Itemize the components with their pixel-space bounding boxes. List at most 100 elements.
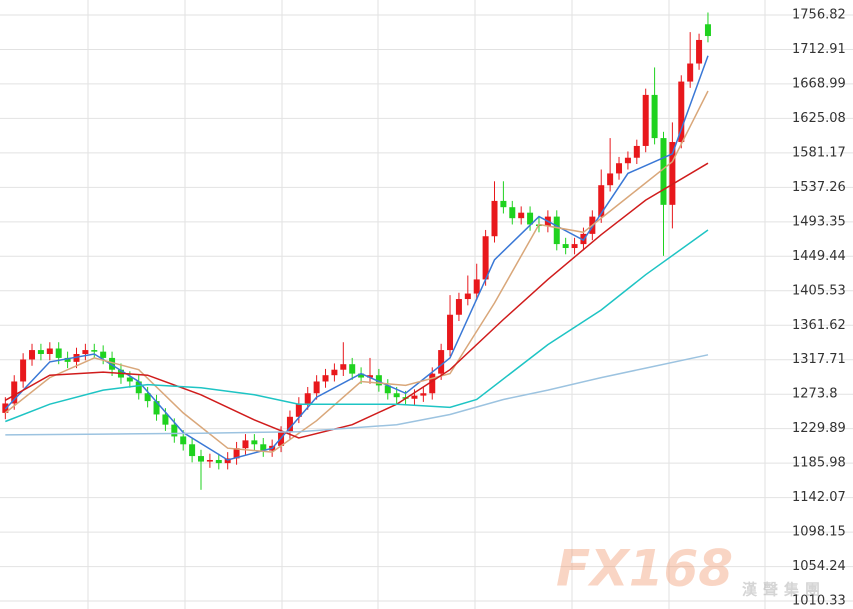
y-tick-label: 1273.8 <box>792 387 838 402</box>
moving-average <box>5 354 709 436</box>
y-tick-label: 1317.71 <box>792 352 846 367</box>
candle-body <box>233 448 240 459</box>
candle-body <box>331 369 338 376</box>
candle-body <box>704 24 711 37</box>
candle-body <box>411 395 418 399</box>
moving-average <box>5 229 709 423</box>
candle-body <box>393 393 400 398</box>
candle-body <box>73 354 80 362</box>
vertical-grid <box>87 0 766 609</box>
candle-body <box>126 377 133 382</box>
y-tick-label: 1668.99 <box>792 76 846 91</box>
candle-body <box>633 145 640 158</box>
candle-body <box>651 94 658 139</box>
candle-body <box>375 375 382 386</box>
candle-body <box>109 357 116 370</box>
grid <box>0 14 853 602</box>
y-tick-label: 1010.33 <box>792 594 846 609</box>
candle-body <box>29 350 36 360</box>
candle-body <box>447 314 454 351</box>
candle-body <box>340 364 347 370</box>
candle-body <box>678 81 685 143</box>
moving-average <box>4 55 709 461</box>
candle-body <box>624 157 631 164</box>
candle-body <box>642 94 649 146</box>
candle-body <box>180 436 187 445</box>
candle-body <box>135 381 142 394</box>
watermark-brand: FX168 <box>556 540 733 598</box>
candle-body <box>500 200 507 208</box>
candle-body <box>438 350 445 374</box>
candle-body <box>198 456 205 462</box>
candle-body <box>11 381 18 404</box>
candle-body <box>482 236 489 280</box>
candle-body <box>295 403 302 417</box>
y-tick-label: 1449.44 <box>792 249 846 264</box>
y-tick-label: 1625.08 <box>792 111 846 126</box>
candle-body <box>696 39 703 64</box>
y-tick-label: 1098.15 <box>792 525 846 540</box>
candle-body <box>20 359 27 382</box>
candle-body <box>144 393 151 402</box>
candle-body <box>304 393 311 404</box>
candle-body <box>278 432 285 446</box>
y-tick-label: 1229.89 <box>792 421 846 436</box>
y-tick-label: 1581.17 <box>792 145 846 160</box>
candle-body <box>206 459 213 462</box>
candle-body <box>366 375 373 378</box>
candle-body <box>518 212 525 219</box>
candle-body <box>473 279 480 294</box>
plot <box>2 12 711 490</box>
candle-body <box>171 424 178 437</box>
y-tick-label: 1756.82 <box>792 7 846 22</box>
y-tick-label: 1537.26 <box>792 180 846 195</box>
candle-body <box>491 200 498 237</box>
candle-body <box>100 351 107 358</box>
candle-body <box>46 348 53 355</box>
candle-body <box>384 385 391 394</box>
candle-body <box>669 142 676 205</box>
candle-body <box>64 357 71 362</box>
candle-body <box>55 348 62 358</box>
candle-body <box>598 185 605 217</box>
candle-body <box>562 244 569 249</box>
candle-body <box>215 459 222 464</box>
candle-body <box>162 414 169 425</box>
candle-body <box>429 373 436 394</box>
candle-body <box>91 350 98 352</box>
candle-body <box>313 381 320 394</box>
candle-body <box>358 373 365 378</box>
y-tick-label: 1054.24 <box>792 559 846 574</box>
y-tick-label: 1493.35 <box>792 214 846 229</box>
candle-body <box>553 216 560 245</box>
candle-body <box>242 440 249 449</box>
y-tick-label: 1142.07 <box>792 490 846 505</box>
watermark: FX168 漢聲集團 <box>556 540 820 599</box>
candle-body <box>349 364 356 374</box>
y-tick-label: 1405.53 <box>792 283 846 298</box>
candle-body <box>464 293 471 300</box>
candle-body <box>509 207 516 219</box>
candle-body <box>687 63 694 82</box>
moving-average <box>4 90 709 453</box>
y-tick-label: 1185.98 <box>792 456 846 471</box>
moving-average <box>4 162 709 439</box>
candle-body <box>455 299 462 315</box>
y-tick-label: 1361.62 <box>792 318 846 333</box>
candle-body <box>616 163 623 174</box>
candle-body <box>571 244 578 249</box>
candle-body <box>420 393 427 396</box>
candle-body <box>527 212 534 225</box>
candle-body <box>82 350 89 355</box>
y-tick-label: 1712.91 <box>792 42 846 57</box>
candle-body <box>660 138 667 205</box>
candle-body <box>153 401 160 415</box>
candle-body <box>189 444 196 457</box>
candle-body <box>607 173 614 186</box>
candle-body <box>286 416 293 433</box>
candle-body <box>251 440 258 445</box>
candle-body <box>37 350 44 355</box>
candle-body <box>322 375 329 382</box>
